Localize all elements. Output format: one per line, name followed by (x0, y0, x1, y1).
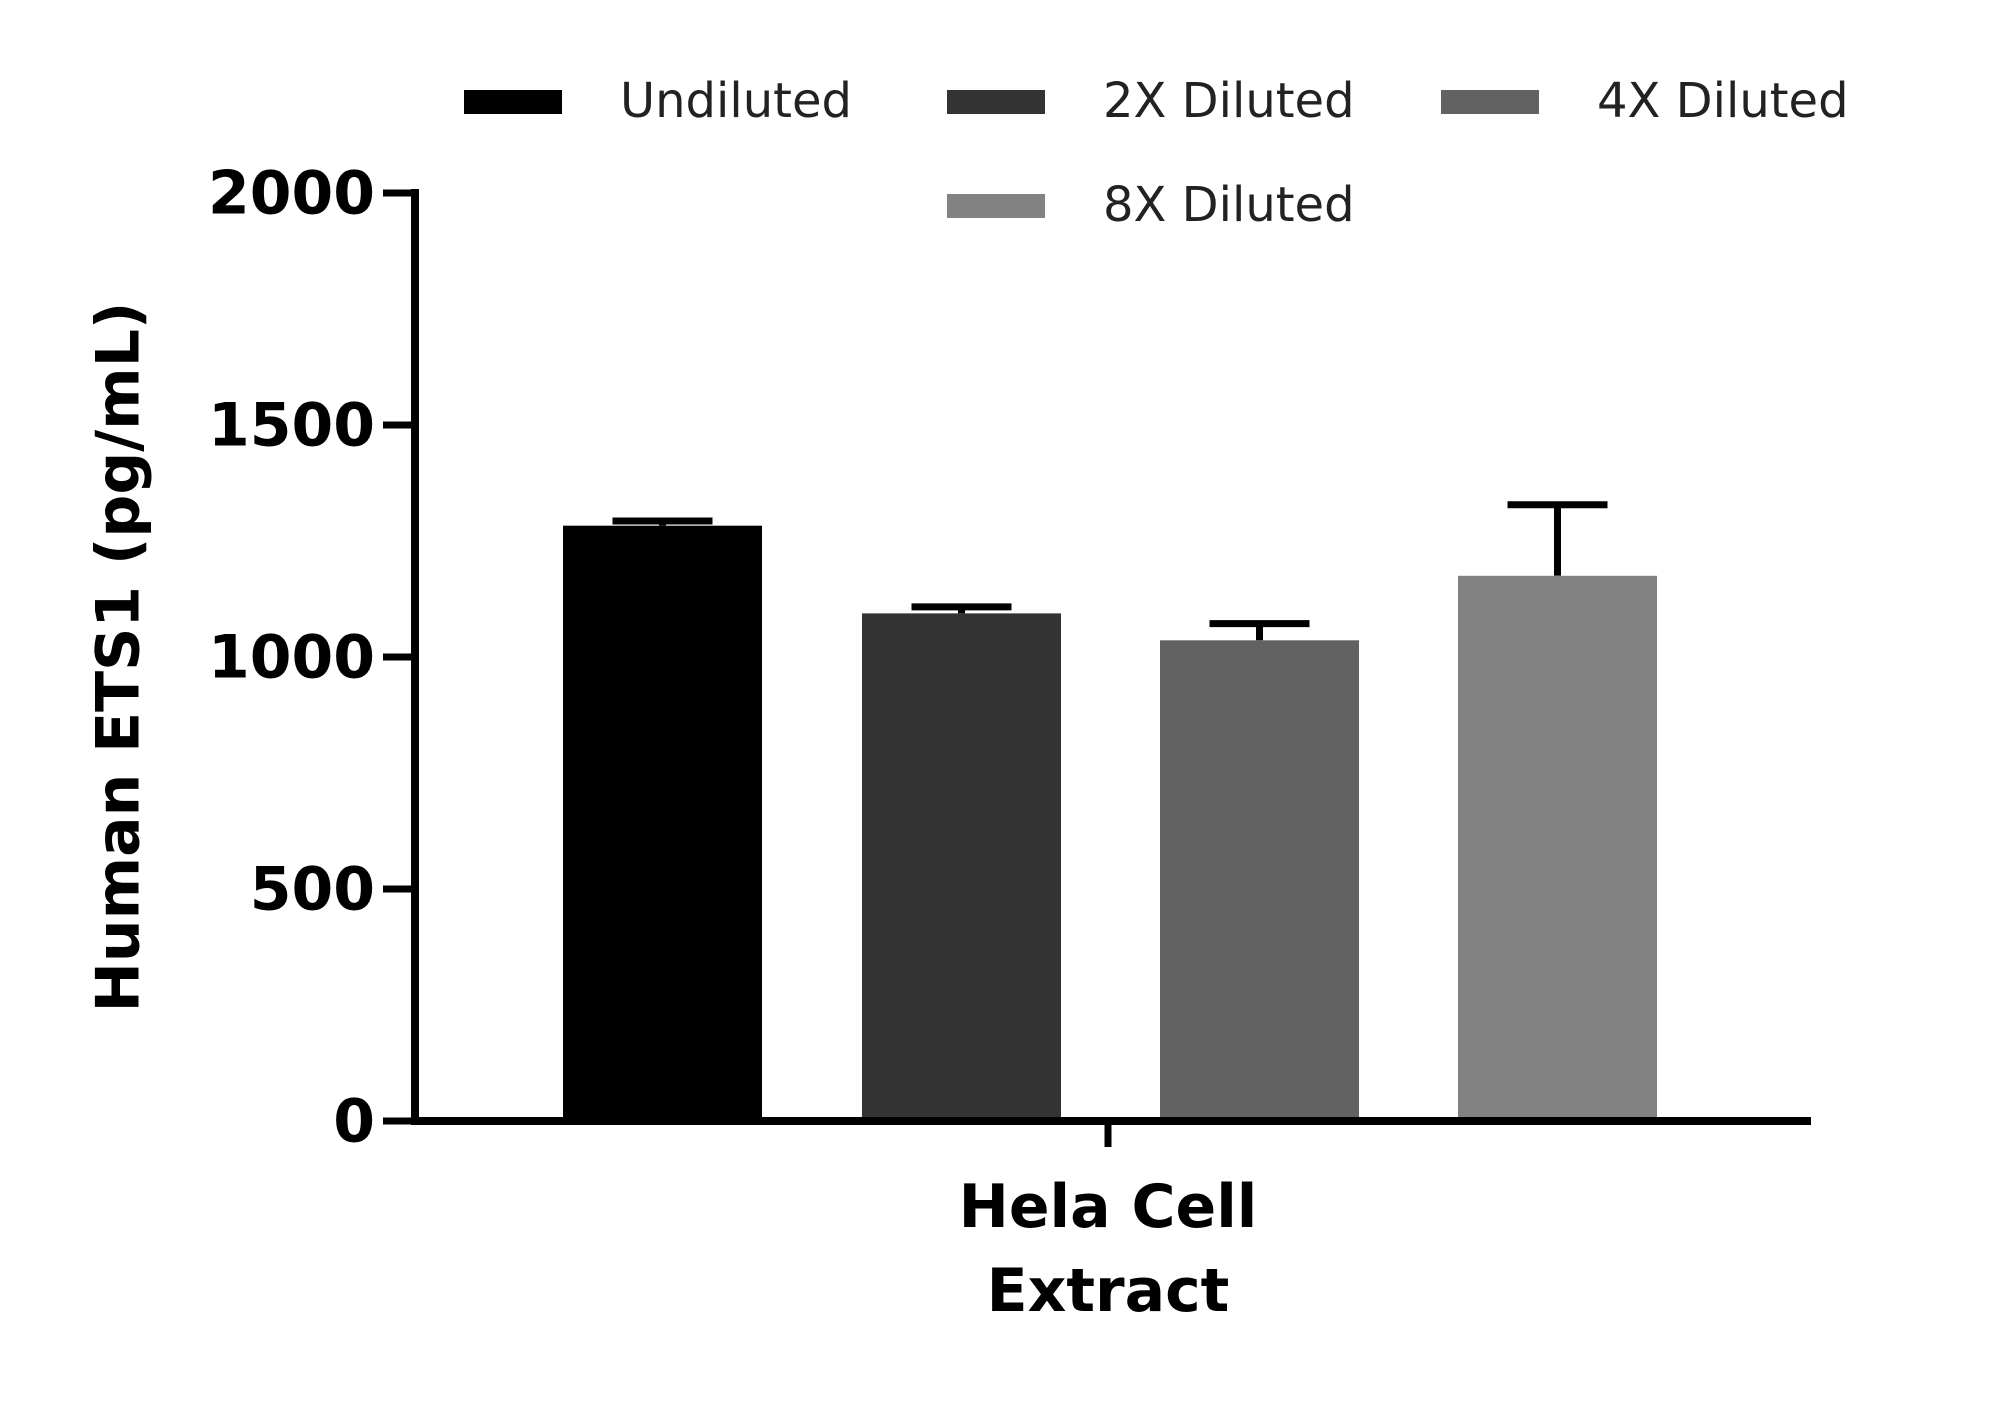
bar (862, 613, 1061, 1121)
bar (1458, 575, 1657, 1121)
x-tick-label: Hela Cell Extract (958, 1172, 1258, 1326)
bar (1160, 640, 1359, 1121)
legend-swatch (1441, 90, 1539, 114)
legend-label: 8X Diluted (1103, 177, 1355, 233)
y-axis-title: Human ETS1 (pg/mL) (84, 302, 154, 1013)
y-tick-label: 0 (333, 1087, 375, 1157)
legend-swatch (464, 90, 562, 114)
y-tick-label: 2000 (208, 159, 375, 229)
legend-label: 2X Diluted (1103, 73, 1355, 129)
legend-label: Undiluted (620, 73, 852, 129)
y-tick-label: 1500 (208, 391, 375, 461)
legend-label: 4X Diluted (1597, 73, 1849, 129)
legend-swatch (947, 90, 1045, 114)
legend-swatch (947, 194, 1045, 218)
y-tick-label: 500 (250, 855, 375, 925)
bar (563, 525, 762, 1121)
y-tick-label: 1000 (208, 623, 375, 693)
